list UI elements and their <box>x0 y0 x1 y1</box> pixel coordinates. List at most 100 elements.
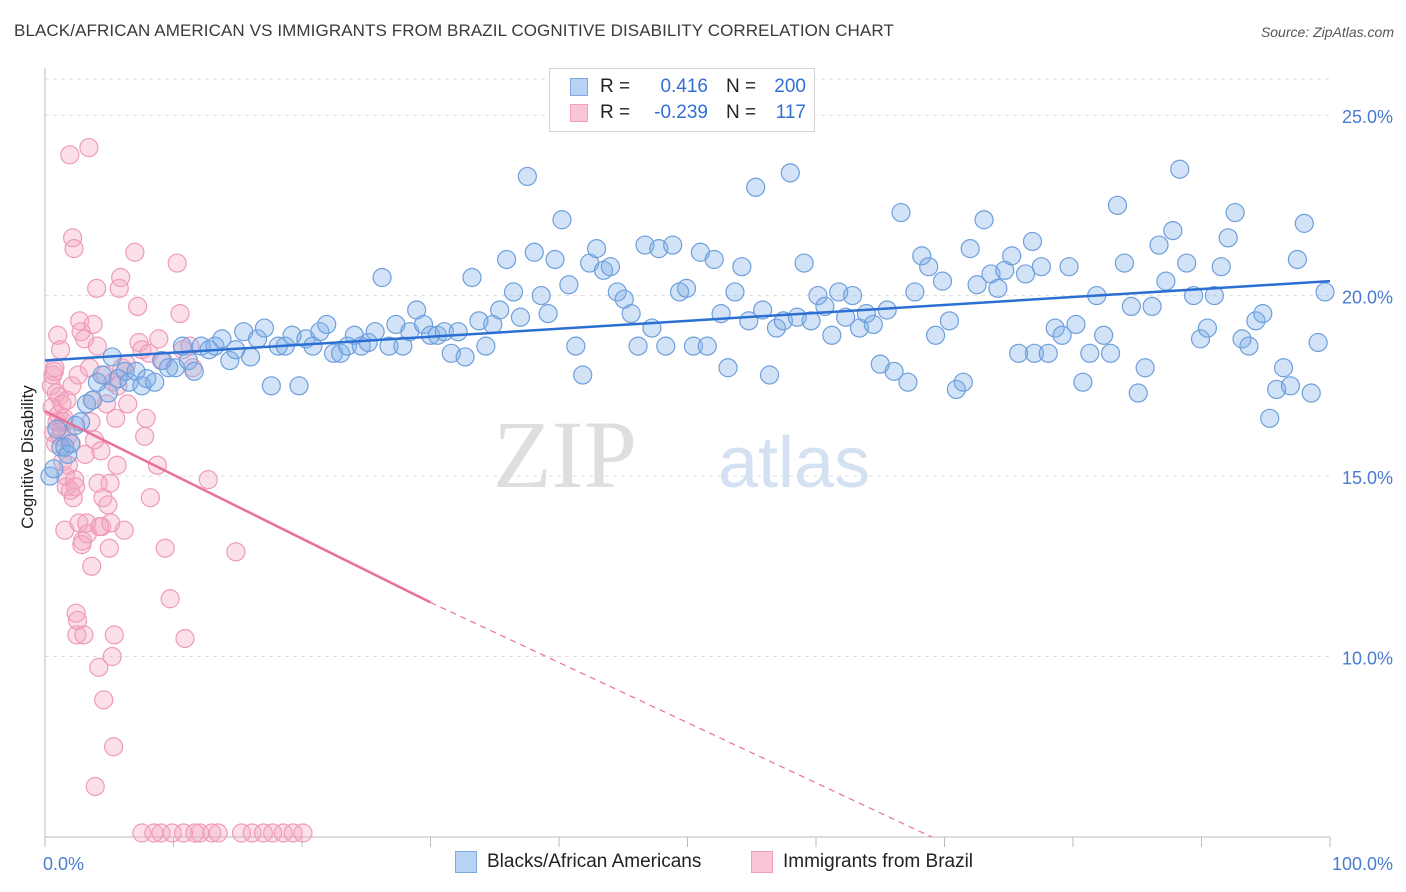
point-blacks <box>1280 376 1301 396</box>
point-blacks <box>704 249 724 270</box>
point-brazil <box>167 253 187 273</box>
point-brazil <box>147 455 168 475</box>
point-brazil <box>155 538 175 558</box>
point-blacks <box>1315 282 1335 302</box>
point-brazil <box>104 625 124 645</box>
watermark-atlas: atlas <box>718 423 870 503</box>
legend-label-blacks: Blacks/African Americans <box>487 851 702 872</box>
legend-n-value: 200 <box>774 76 806 97</box>
point-blacks <box>988 278 1008 298</box>
point-blacks <box>919 257 939 277</box>
point-blacks <box>490 300 510 320</box>
point-blacks <box>746 177 766 197</box>
point-blacks <box>732 257 752 277</box>
point-blacks <box>1177 253 1197 273</box>
point-blacks <box>1197 318 1218 338</box>
point-blacks <box>863 314 883 335</box>
point-blacks <box>476 336 496 356</box>
point-blacks <box>44 459 64 479</box>
point-brazil <box>89 657 109 677</box>
point-blacks <box>663 235 683 255</box>
point-blacks <box>656 336 676 356</box>
point-brazil <box>81 412 101 432</box>
y-tick-label: 25.0% <box>1342 107 1393 127</box>
point-brazil <box>185 823 205 843</box>
watermark: ZIP atlas <box>493 401 870 508</box>
point-blacks <box>92 365 112 385</box>
point-blacks <box>1107 195 1128 215</box>
point-blacks <box>76 394 97 414</box>
point-brazil <box>263 823 283 843</box>
trend-line-brazil <box>44 409 432 604</box>
point-blacks <box>58 444 78 464</box>
point-blacks <box>1022 231 1043 252</box>
point-brazil <box>94 690 114 710</box>
point-blacks <box>573 365 593 385</box>
point-blacks <box>61 433 81 454</box>
point-brazil <box>160 589 180 609</box>
point-blacks <box>1059 257 1079 277</box>
point-blacks <box>697 336 717 356</box>
point-brazil <box>91 441 111 461</box>
point-brazil <box>64 239 84 259</box>
point-brazil <box>173 823 194 843</box>
point-blacks <box>448 322 468 342</box>
point-blacks <box>1100 343 1121 363</box>
point-brazil <box>48 325 68 345</box>
point-blacks <box>766 318 787 338</box>
point-blacks <box>1225 202 1245 223</box>
point-brazil <box>46 383 66 403</box>
trend-line-brazil-extension <box>430 601 932 838</box>
point-blacks <box>759 365 780 385</box>
legend-row-blue: R = 0.416 N = 200 <box>570 74 806 100</box>
point-blacks <box>552 210 572 230</box>
point-blacks <box>126 361 146 381</box>
point-blacks <box>559 275 579 295</box>
point-blacks <box>1052 325 1072 345</box>
point-blacks <box>1031 257 1051 277</box>
legend-swatch-pink <box>751 851 773 873</box>
point-brazil <box>87 336 107 356</box>
point-blacks <box>1232 329 1252 349</box>
point-brazil <box>57 390 77 410</box>
point-blacks <box>967 275 987 295</box>
point-brazil <box>62 376 82 396</box>
point-brazil <box>65 470 85 490</box>
point-brazil <box>74 625 94 645</box>
point-blacks <box>241 347 261 367</box>
point-blacks <box>1204 285 1224 306</box>
point-blacks <box>531 285 551 306</box>
point-blacks <box>372 267 392 288</box>
point-brazil <box>125 242 145 262</box>
series-blacks-african-americans <box>40 159 1335 486</box>
point-blacks <box>1163 221 1183 241</box>
point-blacks <box>718 358 738 378</box>
source-label: Source: ZipAtlas.com <box>1260 24 1394 40</box>
point-brazil <box>170 304 190 324</box>
point-brazil <box>83 314 103 335</box>
point-blacks <box>1308 332 1328 353</box>
point-blacks <box>898 372 918 392</box>
point-brazil <box>151 823 171 843</box>
point-brazil <box>85 776 105 797</box>
point-blacks <box>1066 314 1086 335</box>
point-blacks <box>145 372 165 392</box>
point-blacks <box>974 210 994 230</box>
point-blacks <box>497 249 517 270</box>
point-blacks <box>261 376 281 396</box>
legend-r-label: R = <box>600 76 631 97</box>
point-blacks <box>1218 228 1238 248</box>
legend-row-pink: R = -0.239 N = 117 <box>570 100 806 126</box>
point-brazil <box>114 520 134 540</box>
legend-n-value: 117 <box>775 102 806 123</box>
legend-item-blacks: Blacks/African Americans <box>455 851 701 873</box>
point-blacks <box>1015 264 1036 284</box>
point-blacks <box>926 325 946 345</box>
point-brazil <box>140 488 160 508</box>
trend-lines <box>44 279 1331 838</box>
x-tick-label-right: 100.0% <box>1332 854 1393 874</box>
legend-r-label: R = <box>600 102 631 123</box>
point-brazil <box>58 455 78 475</box>
point-blacks <box>289 376 309 396</box>
point-blacks <box>600 257 621 277</box>
